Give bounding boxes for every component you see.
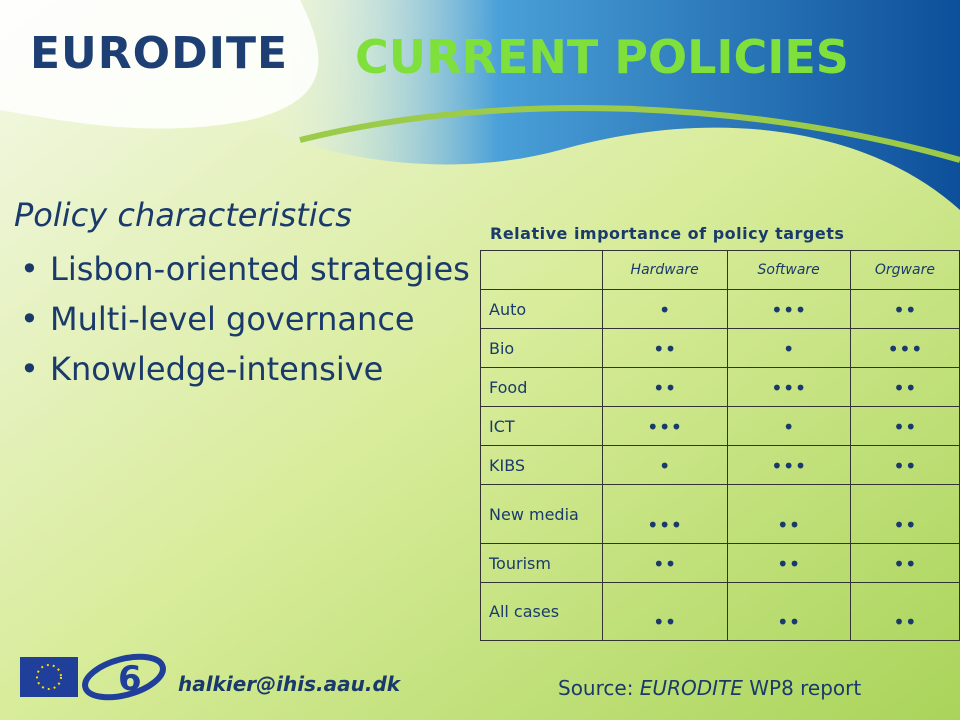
rating: ••: [849, 484, 960, 544]
rating: •: [601, 289, 728, 329]
heading: Policy characteristics: [14, 196, 352, 234]
header-cell: Orgware: [849, 250, 960, 290]
rating: ••: [601, 367, 728, 407]
rating: •••: [849, 328, 960, 368]
rating: ••: [726, 582, 851, 641]
table-row: Food •• ••• ••: [480, 367, 960, 407]
table-title: Relative importance of policy targets: [490, 224, 845, 243]
bullet: Multi-level governance: [20, 300, 480, 338]
rating: •: [601, 445, 728, 485]
table-row: All cases •• •• ••: [480, 582, 960, 641]
rating: ••: [849, 289, 960, 329]
logo: EURODITE: [30, 28, 289, 79]
header-cell: Hardware: [601, 250, 728, 290]
email: halkier@ihis.aau.dk: [178, 672, 401, 696]
rating: ••: [849, 445, 960, 485]
header-cell: [480, 250, 603, 290]
rating: ••: [601, 543, 728, 583]
rating: ••: [601, 582, 728, 641]
row-label: New media: [480, 484, 603, 544]
table-row: Bio •• • •••: [480, 328, 960, 368]
bullet: Lisbon-oriented strategies: [20, 250, 480, 288]
table-row: ICT ••• • ••: [480, 406, 960, 446]
row-label: All cases: [480, 582, 603, 641]
source-suffix: WP8 report: [749, 676, 862, 700]
rating: •••: [726, 289, 851, 329]
bullet-list: Lisbon-oriented strategies Multi-level go…: [20, 250, 480, 400]
rating: ••: [601, 328, 728, 368]
rating: ••: [726, 484, 851, 544]
rating: •••: [601, 406, 728, 446]
row-label: Bio: [480, 328, 603, 368]
row-label: KIBS: [480, 445, 603, 485]
rating: •: [726, 406, 851, 446]
table-row: New media ••• •• ••: [480, 484, 960, 544]
rating: ••: [849, 543, 960, 583]
rating: ••: [849, 582, 960, 641]
row-label: Food: [480, 367, 603, 407]
rating: •••: [726, 445, 851, 485]
row-label: ICT: [480, 406, 603, 446]
source-name: EURODITE: [639, 676, 743, 700]
row-label: Auto: [480, 289, 603, 329]
rating: •••: [726, 367, 851, 407]
rating: ••: [849, 406, 960, 446]
rating: •••: [601, 484, 728, 544]
row-label: Tourism: [480, 543, 603, 583]
rating: ••: [849, 367, 960, 407]
header-row: Hardware Software Orgware: [480, 250, 960, 290]
rating: ••: [726, 543, 851, 583]
bullet: Knowledge-intensive: [20, 350, 480, 388]
title: CURRENT POLICIES: [355, 30, 849, 84]
table: Hardware Software Orgware Auto • ••• •• Bio •• • •…: [480, 250, 960, 641]
table-row: Auto • ••• ••: [480, 289, 960, 329]
source: Source: EURODITE WP8 report: [558, 676, 861, 700]
source-prefix: Source:: [558, 676, 634, 700]
table-row: Tourism •• •• ••: [480, 543, 960, 583]
header-cell: Software: [726, 250, 851, 290]
table-row: KIBS • ••• ••: [480, 445, 960, 485]
svg-text:6: 6: [118, 659, 142, 699]
rating: •: [726, 328, 851, 368]
